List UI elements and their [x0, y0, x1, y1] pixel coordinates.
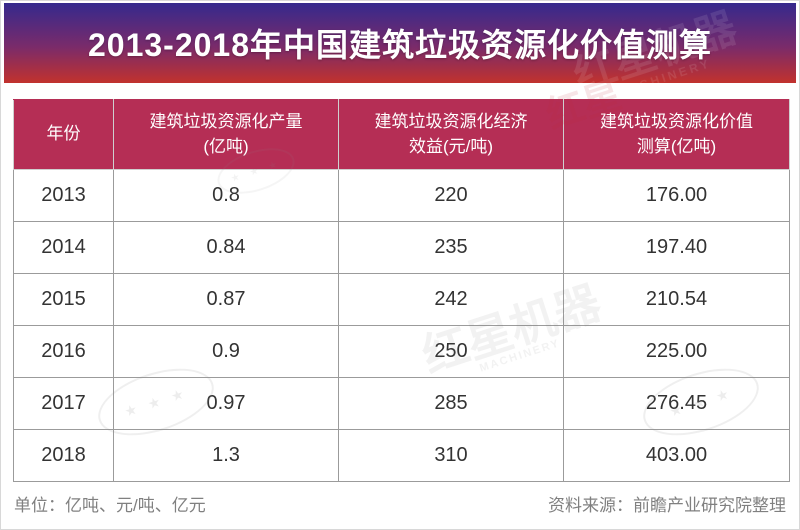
- table-cell: 225.00: [563, 325, 790, 378]
- column-header-benefit: 建筑垃圾资源化经济 效益(元/吨): [338, 99, 564, 170]
- table-cell: 242: [338, 273, 564, 326]
- table-body: 2013 0.8 220 176.00 2014 0.84 235 197.40 2015 0.8…: [13, 169, 790, 482]
- table-cell: 0.97: [113, 377, 339, 430]
- table-cell: 2015: [13, 273, 114, 326]
- page-title: 2013-2018年中国建筑垃圾资源化价值测算: [87, 27, 713, 63]
- table-row: 2015 0.87 242 210.54: [13, 273, 790, 326]
- table-cell: 0.8: [113, 169, 339, 222]
- column-header-year: 年份: [13, 99, 114, 170]
- table-row: 2018 1.3 310 403.00: [13, 429, 790, 482]
- table-cell: 176.00: [563, 169, 790, 222]
- table-cell: 0.9: [113, 325, 339, 378]
- table-cell: 276.45: [563, 377, 790, 430]
- table-cell: 210.54: [563, 273, 790, 326]
- table-cell: 403.00: [563, 429, 790, 482]
- table-cell: 197.40: [563, 221, 790, 274]
- table-cell: 250: [338, 325, 564, 378]
- table-cell: 2016: [13, 325, 114, 378]
- table-cell: 2018: [13, 429, 114, 482]
- source-note: 资料来源：前瞻产业研究院整理: [548, 495, 786, 515]
- table-cell: 220: [338, 169, 564, 222]
- table-header-row: 年份 建筑垃圾资源化产量 (亿吨) 建筑垃圾资源化经济 效益(元/吨) 建筑垃圾…: [13, 99, 790, 170]
- table-cell: 285: [338, 377, 564, 430]
- table-cell: 235: [338, 221, 564, 274]
- footer: 单位：亿吨、元/吨、亿元 资料来源：前瞻产业研究院整理: [14, 490, 786, 516]
- table-cell: 2014: [13, 221, 114, 274]
- table-row: 2017 0.97 285 276.45: [13, 377, 790, 430]
- title-banner: 2013-2018年中国建筑垃圾资源化价值测算 红星机器 MACHINERY: [4, 3, 796, 83]
- table-cell: 310: [338, 429, 564, 482]
- table-cell: 0.87: [113, 273, 339, 326]
- table-cell: 2017: [13, 377, 114, 430]
- table-cell: 2013: [13, 169, 114, 222]
- table-row: 2016 0.9 250 225.00: [13, 325, 790, 378]
- table-header: 年份 建筑垃圾资源化产量 (亿吨) 建筑垃圾资源化经济 效益(元/吨) 建筑垃圾…: [13, 99, 790, 170]
- table-cell: 0.84: [113, 221, 339, 274]
- table-row: 2013 0.8 220 176.00: [13, 169, 790, 222]
- units-note: 单位：亿吨、元/吨、亿元: [14, 495, 206, 515]
- table-cell: 1.3: [113, 429, 339, 482]
- column-header-value: 建筑垃圾资源化价值 测算(亿吨): [563, 99, 790, 170]
- table-row: 2014 0.84 235 197.40: [13, 221, 790, 274]
- value-estimate-table: 年份 建筑垃圾资源化产量 (亿吨) 建筑垃圾资源化经济 效益(元/吨) 建筑垃圾…: [13, 99, 790, 482]
- column-header-production: 建筑垃圾资源化产量 (亿吨): [113, 99, 339, 170]
